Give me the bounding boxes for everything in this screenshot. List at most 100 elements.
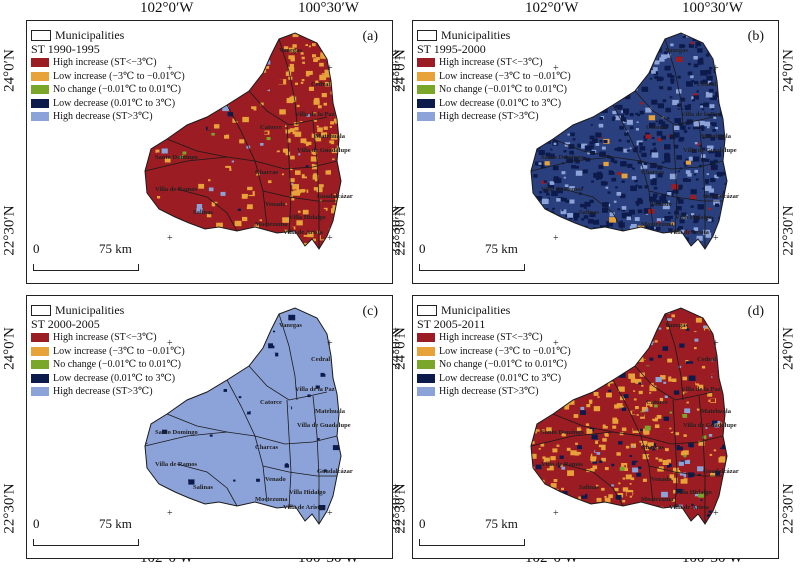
municipality-label: Villa de Guadalupe — [297, 147, 351, 154]
state-outline — [144, 307, 342, 525]
scale-bar: 0 75 km — [33, 241, 143, 271]
municipality-boundary — [166, 413, 228, 433]
legend-swatch — [417, 387, 435, 397]
municipality-label: Santo Domingo — [541, 429, 584, 436]
municipality-label: Villa de la Paz — [295, 386, 335, 393]
legend-swatch — [417, 85, 435, 95]
municipality-label: Villa de Arista — [283, 229, 323, 236]
scale-zero: 0 — [419, 516, 426, 531]
scale-zero: 0 — [419, 241, 426, 256]
legend-item: High increase (ST<−3℃) — [417, 56, 571, 70]
graticule-mark: + — [553, 233, 559, 244]
municipality-boundary — [144, 156, 256, 172]
legend-swatch — [417, 112, 435, 122]
municipality-boundary — [262, 190, 337, 202]
legend-label: Municipalities — [441, 303, 511, 317]
lat-label: 22°30′N — [780, 483, 797, 534]
legend-label: Low decrease (0.01℃ to 3℃) — [53, 97, 176, 109]
legend-swatch — [417, 305, 437, 317]
municipality-boundary — [640, 160, 724, 170]
municipality-boundary — [672, 399, 678, 509]
municipality-label: Villa de Ramos — [155, 186, 198, 193]
municipality-label: Catorce — [260, 124, 282, 131]
municipality-label: Villa Hidalgo — [675, 214, 712, 221]
municipality-boundary — [672, 124, 678, 234]
legend-municipalities: Municipalities — [31, 303, 185, 318]
municipality-label: Vanegas — [665, 322, 688, 329]
municipality-label: Guadalcázar — [703, 468, 739, 475]
municipality-label: Salinas — [579, 484, 599, 491]
municipality-label: Venado — [265, 201, 286, 208]
municipality-boundary — [286, 399, 292, 509]
panel-label: (a) — [362, 29, 378, 44]
municipality-label: Villa de Arista — [283, 504, 323, 511]
scale-bar: 0 75 km — [419, 241, 529, 271]
map-panel-c: Santo Domingo Villa de Ramos Catorce Villa … — [26, 295, 393, 559]
legend: Municipalities ST 1995-2000 High increase … — [417, 28, 571, 124]
scale-bar: 0 75 km — [33, 516, 143, 546]
municipality-label: Villa Hidalgo — [289, 214, 326, 221]
municipality-boundary — [312, 120, 320, 249]
municipality-boundary — [664, 38, 684, 126]
scale-line — [33, 264, 139, 271]
municipality-label: Charcas — [641, 444, 664, 451]
municipality-label: Moctezuma — [255, 221, 288, 228]
lat-label: 24°0′N — [1, 327, 18, 370]
legend-label: High decrease (ST>3℃) — [53, 386, 153, 397]
municipality-label: Villa de Guadalupe — [683, 147, 737, 154]
municipality-label: Villa de Ramos — [541, 186, 584, 193]
municipality-label: Villa de Arista — [669, 504, 709, 511]
graticule-mark: + — [713, 508, 719, 519]
municipality-label: Moctezuma — [255, 496, 288, 503]
municipality-boundary — [286, 124, 292, 234]
scale-line — [33, 539, 139, 546]
legend-item: Low increase (−3℃ to −0.01℃) — [31, 345, 185, 359]
lat-label: 24°0′N — [392, 327, 409, 370]
lat-label: 24°0′N — [780, 327, 797, 370]
municipality-boundary — [166, 138, 228, 158]
municipality-boundary — [640, 435, 724, 445]
municipality-label: Cedral — [311, 356, 331, 363]
municipality-label: Catorce — [260, 399, 282, 406]
municipality-boundary — [254, 435, 338, 445]
scale-line — [419, 539, 525, 546]
legend-label: High decrease (ST>3℃) — [53, 111, 153, 122]
municipality-label: Villa de la Paz — [295, 111, 335, 118]
legend-label: Low increase (−3℃ to −0.01℃) — [439, 70, 571, 82]
legend-swatch — [417, 360, 435, 370]
legend-label: Low increase (−3℃ to −0.01℃) — [53, 70, 185, 82]
legend-item: High decrease (ST>3℃) — [417, 385, 571, 399]
state-map — [530, 32, 728, 250]
municipality-label: Villa de Arista — [669, 229, 709, 236]
legend-swatch — [31, 112, 49, 122]
legend-label: No change (−0.01℃ to 0.01℃) — [53, 359, 181, 370]
legend-item: Low decrease (0.01℃ to 3℃) — [31, 97, 185, 111]
legend-label: No change (−0.01℃ to 0.01℃) — [439, 84, 567, 95]
municipality-boundary — [530, 431, 642, 447]
municipality-label: Venado — [265, 476, 286, 483]
legend-swatch — [31, 305, 51, 317]
municipality-boundary — [648, 190, 723, 202]
legend-item: Low increase (−3℃ to −0.01℃) — [31, 70, 185, 84]
municipality-label: Cedral — [311, 81, 331, 88]
graticule-mark: + — [327, 233, 333, 244]
municipality-label: Catorce — [646, 124, 668, 131]
legend-swatch — [417, 373, 435, 383]
municipality-label: Villa de Guadalupe — [683, 422, 737, 429]
scale-zero: 0 — [33, 241, 40, 256]
municipality-boundary — [278, 313, 298, 401]
legend-label: High decrease (ST>3℃) — [439, 386, 539, 397]
state-outline — [144, 32, 342, 250]
legend-item: High increase (ST<−3℃) — [417, 331, 571, 345]
municipality-boundary — [530, 156, 642, 172]
lat-label: 24°0′N — [392, 49, 409, 92]
legend-label: Municipalities — [55, 303, 125, 317]
municipality-label: Charcas — [255, 444, 278, 451]
municipality-boundary — [664, 313, 684, 401]
municipality-label: Villa de Guadalupe — [297, 422, 351, 429]
legend-period-title: ST 2005-2011 — [417, 316, 486, 331]
legend-item: Low decrease (0.01℃ to 3℃) — [417, 97, 571, 111]
panel-label: (d) — [747, 304, 764, 319]
municipality-boundary — [144, 431, 256, 447]
